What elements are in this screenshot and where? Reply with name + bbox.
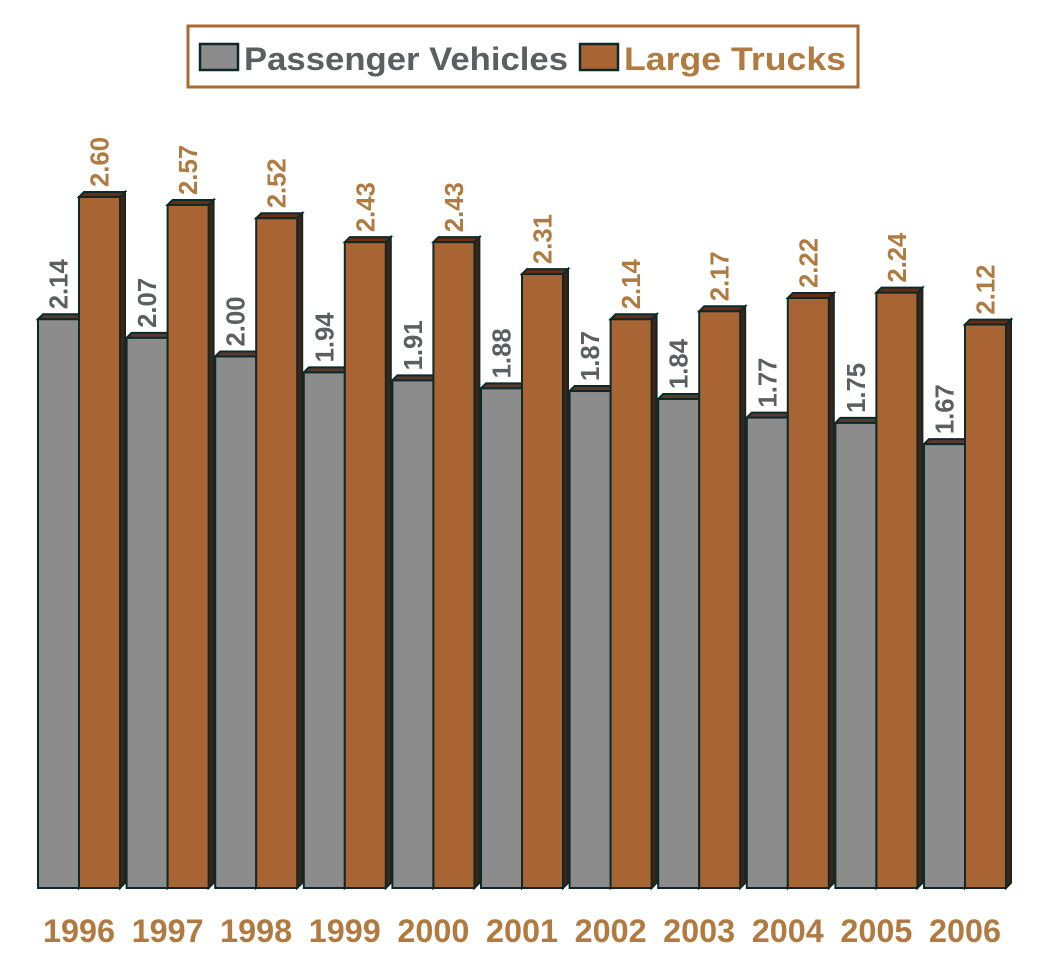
x-tick-label: 1999 [309,913,381,949]
bar-large-trucks-1999: 2.43 [342,182,394,891]
data-label: 2.00 [221,296,251,346]
x-axis-labels: 1996 1997 1998 1999 2000 2001 2002 2003 2004 2005… [43,913,1001,949]
data-label: 2.43 [350,182,380,232]
data-label: 2.31 [528,214,558,264]
bar-front [302,371,346,889]
data-label: 1.91 [398,320,428,370]
data-label: 1.88 [487,328,517,378]
bar-passenger-vehicles-2004: 1.77 [744,358,796,891]
bar-front [391,379,435,889]
data-label: 2.07 [132,278,162,328]
x-tick-label: 2000 [397,913,469,949]
x-tick-label: 1998 [220,913,292,949]
bar-front [37,318,80,889]
legend: Passenger Vehicles Large Trucks [186,24,860,89]
data-label: 1.84 [664,338,694,389]
legend-label-passenger: Passenger Vehicles [244,41,568,77]
bar-front [698,310,742,889]
bar-front [923,443,966,889]
bar-passenger-vehicles-2006: 1.67 [921,384,973,891]
data-label: 2.17 [705,251,735,301]
data-label: 1.94 [309,312,339,363]
bar-front [786,296,830,889]
bar-passenger-vehicles-2005: 1.75 [832,363,884,891]
legend-box [186,24,860,89]
data-label: 2.14 [616,259,646,310]
data-label: 2.14 [44,259,74,310]
data-label: 2.43 [439,182,469,232]
bar-front [125,336,169,890]
bar-front [166,203,210,889]
bar-large-trucks-1998: 2.52 [253,158,305,891]
bar-passenger-vehicles-1999: 1.94 [301,312,353,891]
bar-front [609,318,653,889]
bar-large-trucks-2002: 2.14 [608,259,660,891]
x-tick-label: 2001 [486,913,558,949]
bar-front [480,387,523,889]
bar-front [568,390,612,889]
data-label: 1.67 [930,384,960,434]
data-label: 1.87 [575,331,605,381]
x-tick-label: 2002 [575,913,647,949]
bar-passenger-vehicles-1996: 2.14 [35,259,87,891]
bar-large-trucks-2006: 2.12 [962,265,1014,891]
bar-front [964,323,1007,890]
x-tick-label: 1996 [43,913,115,949]
x-tick-label: 2003 [663,913,735,949]
bar-front [432,241,476,889]
bar-passenger-vehicles-2001: 1.88 [478,328,530,891]
bar-large-trucks-2005: 2.24 [873,232,925,891]
bar-front [214,355,258,889]
bar-front [255,217,299,889]
x-tick-label: 1997 [132,913,204,949]
legend-swatch-trucks [578,42,620,72]
x-tick-label: 2006 [929,913,1001,949]
bar-large-trucks-2001: 2.31 [519,214,571,891]
bar-passenger-vehicles-2002: 1.87 [567,331,619,891]
data-label: 2.22 [793,238,823,288]
bar-front [343,241,387,889]
bar-front [657,397,701,889]
bars: 2.14 2.60 2.07 2.57 2.00 2.52 1.94 2.43 1.91 2.43… [35,137,1014,891]
bar-large-trucks-2003: 2.17 [696,251,748,891]
legend-label-trucks: Large Trucks [624,41,846,77]
bar-front [521,273,564,890]
bar-front [834,421,878,889]
bar-passenger-vehicles-2003: 1.84 [655,338,707,891]
x-tick-label: 2004 [752,913,824,949]
data-label: 1.77 [752,358,782,408]
bar-front [745,416,789,889]
bar-front [78,196,121,889]
legend-swatch-passenger [198,42,240,72]
data-label: 2.57 [173,145,203,195]
data-label: 2.52 [262,158,292,208]
bar-large-trucks-1997: 2.57 [165,145,217,891]
x-tick-label: 2005 [840,913,912,949]
data-label: 2.24 [882,232,912,283]
bar-large-trucks-2000: 2.43 [430,182,482,891]
bar-passenger-vehicles-1998: 2.00 [212,296,264,891]
bar-passenger-vehicles-2000: 1.91 [389,320,441,891]
bar-large-trucks-2004: 2.22 [785,238,837,891]
data-label: 2.60 [85,137,115,187]
bar-large-trucks-1996: 2.60 [76,137,128,891]
bar-front [875,291,919,889]
bar-passenger-vehicles-1997: 2.07 [124,278,176,891]
data-label: 2.12 [971,265,1001,315]
data-label: 1.75 [841,363,871,413]
